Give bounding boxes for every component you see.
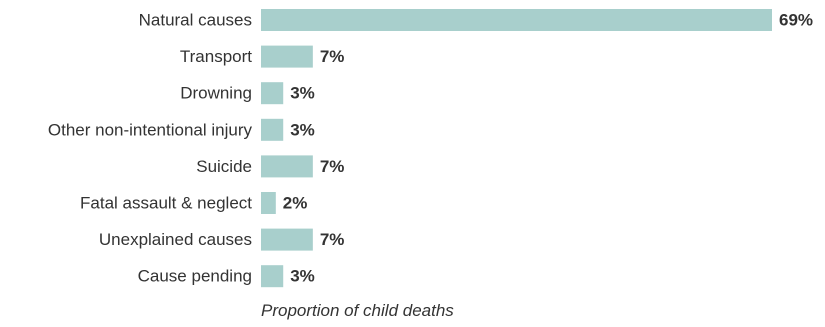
value-label: 7% (320, 230, 345, 249)
value-label: 3% (290, 120, 315, 139)
category-label: Fatal assault & neglect (80, 194, 252, 213)
bar-row: Other non-intentional injury 3% (48, 118, 315, 141)
bar-row: Cause pending 3% (138, 265, 315, 288)
value-label: 69% (779, 11, 813, 30)
bar (261, 118, 284, 141)
bar (261, 9, 772, 31)
bar (261, 228, 313, 251)
category-label: Cause pending (138, 267, 252, 286)
bar-row: Fatal assault & neglect 2% (80, 192, 307, 214)
bar-row: Suicide 7% (196, 155, 345, 178)
bars-group: Natural causes 69%Transport 7%Drowning 3%Ot… (48, 9, 813, 288)
category-label: Suicide (196, 157, 252, 176)
bar (261, 265, 284, 288)
value-label: 7% (320, 157, 345, 176)
x-axis-title: Proportion of child deaths (261, 301, 454, 320)
value-label: 2% (283, 194, 308, 213)
category-label: Other non-intentional injury (48, 120, 253, 139)
category-label: Drowning (180, 84, 252, 103)
category-label: Transport (180, 47, 252, 66)
bar-row: Transport 7% (180, 45, 345, 68)
bar-row: Natural causes 69% (139, 9, 813, 31)
bar-row: Unexplained causes 7% (99, 228, 345, 251)
value-label: 7% (320, 47, 345, 66)
bar (261, 82, 284, 105)
category-label: Unexplained causes (99, 230, 252, 249)
bar (261, 192, 276, 214)
value-label: 3% (290, 84, 315, 103)
bar (261, 45, 313, 68)
category-label: Natural causes (139, 11, 252, 30)
bar-row: Drowning 3% (180, 82, 315, 105)
value-label: 3% (290, 267, 315, 286)
bar (261, 155, 313, 178)
